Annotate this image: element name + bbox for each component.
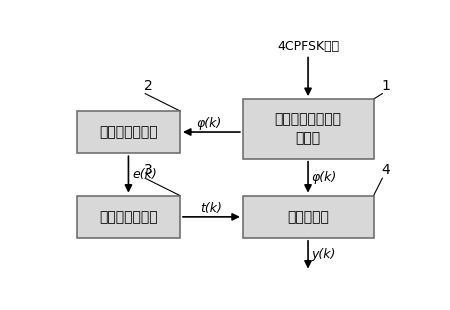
Text: 2: 2 <box>144 78 153 93</box>
Bar <box>243 99 374 159</box>
Text: 4: 4 <box>382 163 390 177</box>
Text: φ(k): φ(k) <box>196 117 222 130</box>
Text: e(k): e(k) <box>132 168 157 181</box>
Bar <box>77 111 180 153</box>
Bar <box>243 196 374 238</box>
Text: t(k): t(k) <box>200 202 222 215</box>
Text: 插值修正器: 插值修正器 <box>287 210 329 224</box>
Text: 定时偏差提取器: 定时偏差提取器 <box>99 125 158 139</box>
Text: φ(k): φ(k) <box>311 171 337 184</box>
Text: 基带正交信号相差
提取器: 基带正交信号相差 提取器 <box>274 113 342 145</box>
Text: 3: 3 <box>144 163 153 177</box>
Text: y(k): y(k) <box>311 248 336 261</box>
Text: 4CPFSK信号: 4CPFSK信号 <box>277 41 339 54</box>
Text: 1: 1 <box>382 78 390 93</box>
Text: 加权平均运算器: 加权平均运算器 <box>99 210 158 224</box>
Bar <box>77 196 180 238</box>
